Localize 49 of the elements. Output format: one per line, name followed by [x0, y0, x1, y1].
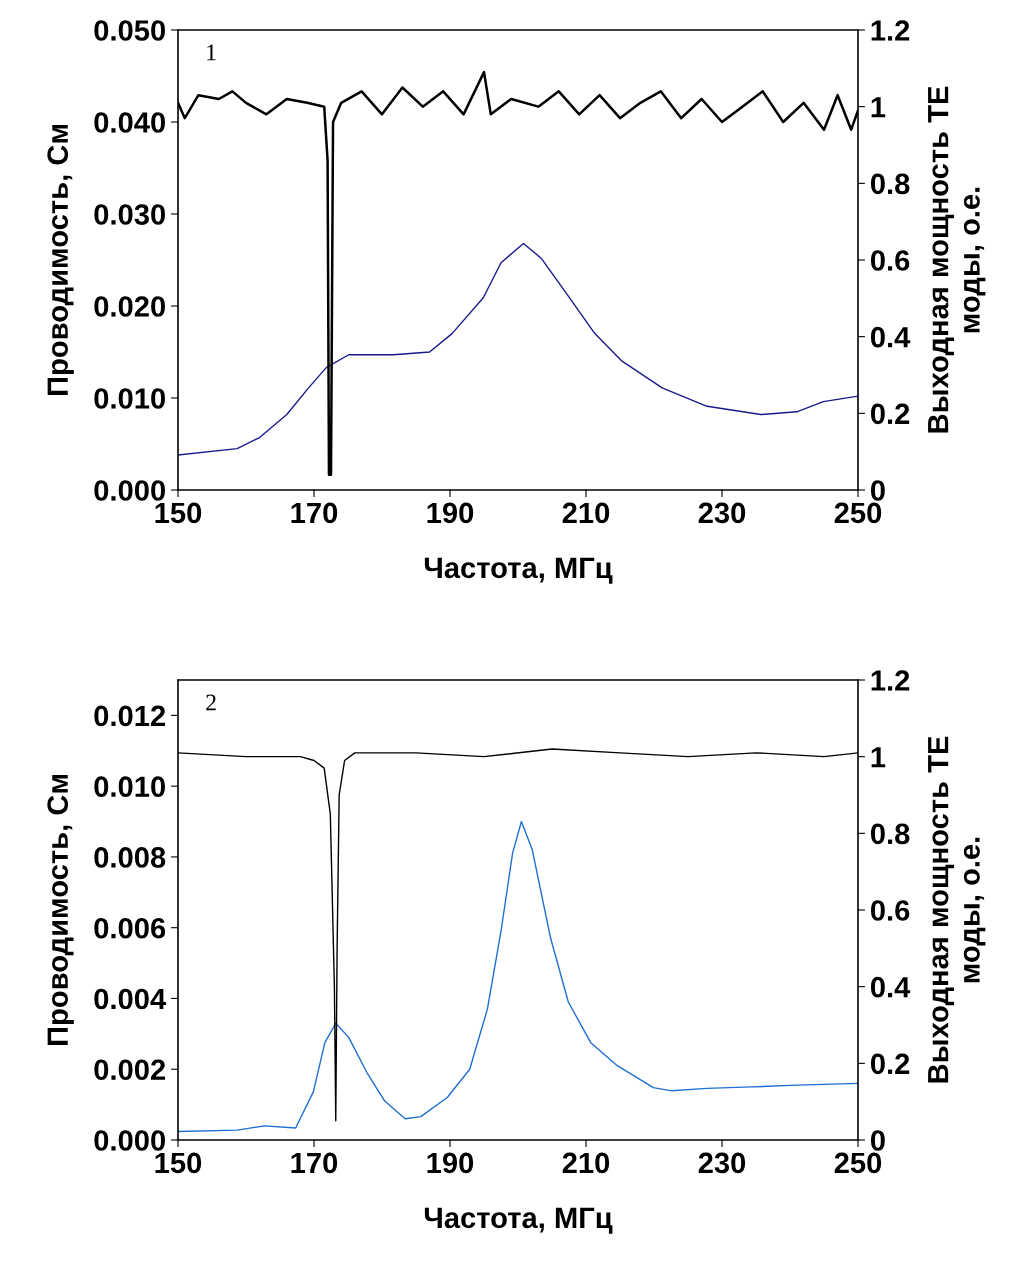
x-tick-label: 210	[562, 1152, 610, 1174]
annotation: 1	[207, 44, 216, 61]
line-series	[178, 820, 858, 1133]
x-tick-label: 150	[155, 502, 202, 524]
annotation: 2	[206, 694, 216, 711]
line-series	[178, 242, 858, 456]
y2-axis-title: Выходная мощность ТЕ моды, о.е.	[928, 736, 986, 1083]
x-tick-label: 150	[155, 1152, 202, 1174]
x-tick-label: 170	[291, 502, 338, 524]
y2-tick-label: 0	[870, 480, 885, 501]
x-tick-label: 210	[562, 502, 610, 524]
y-tick-label: 0.010	[94, 776, 166, 798]
x-tick-label: 190	[427, 1152, 474, 1174]
x-tick-label: 230	[698, 502, 746, 524]
y2-tick-label: 1	[871, 747, 886, 768]
y2-tick-label: 1.2	[871, 670, 910, 691]
y-tick-label: 0.050	[94, 20, 166, 41]
y-axis-title: Проводимость, См	[47, 125, 74, 395]
y2-tick-label: 0	[870, 1130, 885, 1151]
y-tick-label: 0.030	[94, 204, 166, 225]
y2-axis-title: Выходная мощность ТЕ моды, о.е.	[928, 86, 986, 433]
y-tick-label: 0.040	[94, 112, 166, 133]
y-tick-label: 0.012	[94, 705, 166, 727]
x-tick-label: 170	[291, 1152, 338, 1174]
y-axis-title: Проводимость, См	[47, 775, 74, 1045]
y2-tick-label: 0.6	[870, 900, 910, 921]
y2-tick-label: 0.2	[870, 403, 910, 425]
y-tick-label: 0.008	[94, 847, 166, 868]
y2-tick-label: 0.6	[870, 250, 910, 271]
y-tick-label: 0.010	[94, 388, 166, 409]
y-tick-label: 0.020	[94, 296, 166, 317]
x-axis-title: Частота, МГц	[424, 1207, 613, 1234]
y2-tick-label: 0.2	[870, 1053, 910, 1075]
y-tick-label: 0.006	[94, 917, 166, 939]
y-tick-label: 0.002	[94, 1059, 166, 1081]
y2-tick-label: 0.4	[870, 326, 911, 348]
x-tick-label: 250	[834, 1152, 882, 1174]
y2-tick-label: 1.2	[871, 20, 910, 41]
y2-tick-label: 0.4	[870, 976, 911, 998]
y2-tick-label: 0.8	[870, 823, 910, 845]
y-tick-label: 0.000	[94, 480, 166, 501]
x-tick-label: 190	[427, 502, 474, 524]
x-axis-title: Частота, МГц	[424, 557, 613, 584]
x-tick-label: 250	[834, 502, 882, 524]
y-tick-label: 0.004	[94, 988, 167, 1010]
y-tick-label: 0.000	[94, 1130, 166, 1151]
y2-tick-label: 0.8	[870, 173, 910, 195]
y2-tick-label: 1	[871, 97, 886, 118]
x-tick-label: 230	[698, 1152, 746, 1174]
